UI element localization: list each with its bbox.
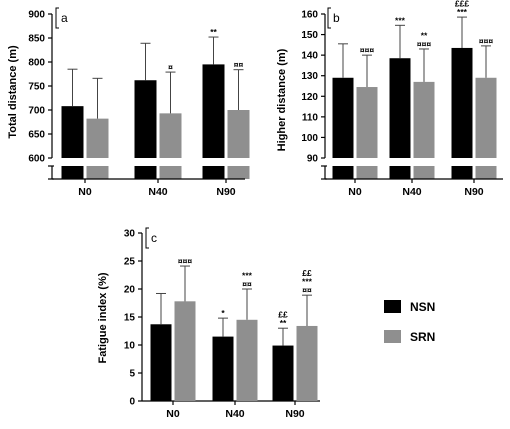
panel-a-bar-srn-n90 <box>227 110 250 158</box>
panel-c-significance-mark: ££ <box>302 268 312 278</box>
panel-b-x-tick-label: N0 <box>348 186 362 198</box>
panel-b-y-tick-label: 120 <box>301 92 318 103</box>
panel-c-x-tick-label: N90 <box>285 408 304 420</box>
panel-b-bar-stub <box>413 166 435 179</box>
panel-b-bracket <box>327 7 331 29</box>
panel-b-chart: b Higher distance (m) 90 100 110 120 130 140 150… <box>276 0 503 198</box>
legend-label-srn: SRN <box>410 330 435 344</box>
panel-a-bar-srn-n0 <box>86 118 109 158</box>
panel-b-significance-mark: ¤¤¤ <box>360 45 374 55</box>
panel-b-significance-mark: *** <box>395 15 406 25</box>
panel-b-y-tick-label: 110 <box>302 112 319 123</box>
panel-a-bar-srn-n40 <box>159 113 182 158</box>
panel-c-bar-srn-n40 <box>236 319 258 401</box>
panel-b-significance-mark: ** <box>421 30 428 40</box>
panel-b-bar-srn-n40 <box>413 81 435 158</box>
panel-a-y-tick-label: 850 <box>28 34 45 45</box>
legend: NSN SRN <box>384 300 435 344</box>
panel-b-bar-stub <box>332 166 354 179</box>
panel-a-y-tick-label: 650 <box>28 130 45 141</box>
panel-b-y-tick-label: 160 <box>301 10 318 21</box>
panel-b-y-tick-label: 150 <box>301 30 318 41</box>
panel-a-y-tick-label: 750 <box>28 82 45 93</box>
panel-a-bar-nsn-n90 <box>202 64 225 158</box>
panel-c-y-tick-label: 25 <box>124 257 136 268</box>
panel-a-y-tick-label: 600 <box>28 154 45 165</box>
panel-c-significance-mark: ¤¤ <box>242 279 252 289</box>
panel-b-letter: b <box>333 11 340 25</box>
panel-c-letter: c <box>151 231 157 245</box>
panel-b-x-tick-label: N40 <box>402 186 421 198</box>
legend-swatch-srn <box>384 330 401 343</box>
panel-c-significance-mark: ¤¤¤ <box>178 256 192 266</box>
panel-c-y-tick-label: 30 <box>124 229 136 240</box>
panel-c-bar-srn-n90 <box>296 325 318 401</box>
panel-b-bar-nsn-n90 <box>451 47 473 158</box>
panel-c-x-tick-label: N40 <box>225 408 244 420</box>
panel-c-y-tick-label: 20 <box>124 285 136 296</box>
panel-a-x-tick-label: N0 <box>78 186 92 198</box>
panel-b-significance-mark: ¤¤¤ <box>417 39 431 49</box>
panel-c-bracket <box>145 227 149 249</box>
panel-b-bar-nsn-n40 <box>389 58 411 158</box>
panel-a-bar-stub <box>86 166 109 179</box>
panel-b-bar-srn-n0 <box>356 87 378 158</box>
panel-a-x-tick-label: N40 <box>148 186 167 198</box>
panel-a-bar-stub <box>159 166 182 179</box>
panel-b-y-tick-label: 100 <box>301 133 318 144</box>
panel-b-significance-mark: *** <box>457 7 468 17</box>
panel-c-bar-nsn-n0 <box>150 324 172 401</box>
panel-a-bracket <box>55 7 59 29</box>
panel-c-y-tick-label: 10 <box>124 341 136 352</box>
panel-a-letter: a <box>61 11 68 25</box>
panel-a-bar-stub <box>202 166 225 179</box>
panel-a-y-tick-label: 700 <box>28 106 45 117</box>
panel-a-y-axis-title: Total distance (m) <box>7 45 19 139</box>
panel-a-significance-mark: ¤ <box>168 62 173 72</box>
panel-b-bar-stub <box>475 166 497 179</box>
panel-a-y-tick-label: 900 <box>28 10 45 21</box>
panel-b-bar-nsn-n0 <box>332 77 354 158</box>
panel-b-x-tick-label: N90 <box>464 186 483 198</box>
panel-c-significance-mark: *** <box>242 271 253 281</box>
panel-a-significance-mark: ** <box>210 27 217 37</box>
panel-a-significance-mark: ¤¤ <box>234 60 244 70</box>
panel-c-significance-mark: ££ <box>278 310 288 320</box>
panel-c-x-tick-label: N0 <box>166 408 180 420</box>
panel-b-y-axis-title: Higher distance (m) <box>276 48 288 151</box>
panel-b-bar-srn-n90 <box>475 77 497 158</box>
panel-a-y-tick-label: 800 <box>28 58 45 69</box>
legend-swatch-nsn <box>384 300 401 313</box>
panel-c-bar-srn-n0 <box>174 301 196 401</box>
panel-c-bar-nsn-n90 <box>272 345 294 401</box>
panel-a-bar-nsn-n40 <box>134 80 157 158</box>
panel-a-bar-stub <box>61 166 84 179</box>
panel-b-significance-mark: ¤¤¤ <box>479 36 493 46</box>
panel-b-bar-stub <box>389 166 411 179</box>
panel-a-chart: a Total distance (m) 600 650 700 750 800 850 900… <box>7 7 250 198</box>
panel-b-bar-stub <box>356 166 378 179</box>
panel-a-bar-stub <box>134 166 157 179</box>
panel-a-bar-stub <box>227 166 250 179</box>
panel-c-significance-mark: *** <box>302 277 313 287</box>
panel-b-significance-mark: £££ <box>455 0 469 9</box>
panel-b-y-tick-label: 90 <box>307 154 319 165</box>
legend-label-nsn: NSN <box>410 300 435 314</box>
panel-c-bar-nsn-n40 <box>212 336 234 401</box>
panel-c-significance-mark: * <box>221 308 225 318</box>
panel-b-bar-stub <box>451 166 473 179</box>
panel-a-x-tick-label: N90 <box>216 186 235 198</box>
panel-c-y-tick-label: 0 <box>129 397 135 408</box>
panel-c-significance-mark: ** <box>280 318 287 328</box>
panel-c-y-axis-title: Fatigue index (%) <box>97 272 109 363</box>
panel-b-y-tick-label: 130 <box>301 71 318 82</box>
panel-a-bar-nsn-n0 <box>61 106 84 158</box>
panel-c-y-tick-label: 15 <box>124 313 136 324</box>
panel-c-significance-mark: ¤¤ <box>302 285 312 295</box>
panel-c-y-tick-label: 5 <box>129 369 135 380</box>
panel-b-y-tick-label: 140 <box>301 51 318 62</box>
